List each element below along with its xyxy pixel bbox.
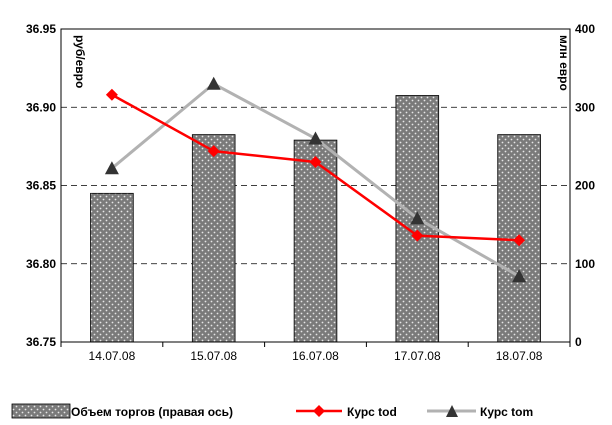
left-axis-title: руб/евро bbox=[73, 35, 87, 88]
left-tick-label: 36.75 bbox=[26, 335, 56, 349]
right-tick-label: 300 bbox=[575, 100, 595, 114]
left-axis-ticks: 36.75 36.80 36.85 36.90 36.95 bbox=[26, 22, 56, 349]
point-tom bbox=[410, 211, 425, 225]
legend-label-tod: Курс tod bbox=[347, 405, 397, 419]
bar bbox=[191, 134, 236, 343]
point-tod bbox=[207, 145, 220, 158]
right-axis-ticks: 0 100 200 300 400 bbox=[575, 22, 595, 349]
legend-label-volume: Объем торгов (правая ось) bbox=[71, 405, 233, 419]
x-axis-ticks: 14.07.08 15.07.08 16.07.08 17.07.08 18.07.08 bbox=[60, 342, 571, 363]
x-tick-label: 15.07.08 bbox=[190, 349, 237, 363]
point-tom bbox=[206, 76, 221, 90]
point-tom bbox=[104, 161, 119, 175]
right-tick-label: 0 bbox=[575, 335, 582, 349]
left-tick-label: 36.85 bbox=[26, 179, 56, 193]
plot-area bbox=[60, 28, 571, 343]
left-tick-label: 36.90 bbox=[26, 100, 56, 114]
point-tod bbox=[411, 229, 424, 242]
point-tod bbox=[105, 88, 118, 101]
right-tick-label: 100 bbox=[575, 257, 595, 271]
x-tick-label: 18.07.08 bbox=[496, 349, 543, 363]
bar bbox=[293, 139, 338, 343]
x-tick-label: 14.07.08 bbox=[89, 349, 136, 363]
bar bbox=[90, 192, 134, 343]
x-tick-label: 17.07.08 bbox=[394, 349, 441, 363]
right-axis-title: млн евро bbox=[557, 35, 571, 91]
point-tom bbox=[308, 131, 323, 145]
left-tick-label: 36.95 bbox=[26, 22, 56, 36]
legend-label-tom: Курс tom bbox=[480, 405, 533, 419]
x-tick-label: 16.07.08 bbox=[292, 349, 339, 363]
legend-swatch-volume bbox=[11, 403, 71, 419]
point-tod bbox=[513, 234, 526, 247]
legend-marker-tom bbox=[446, 405, 458, 417]
right-tick-label: 200 bbox=[575, 179, 595, 193]
right-tick-label: 400 bbox=[575, 22, 595, 36]
legend: Объем торгов (правая ось) Курс tod Курс … bbox=[11, 403, 533, 419]
legend-marker-tod bbox=[313, 405, 325, 417]
point-tod bbox=[309, 156, 322, 169]
line-series bbox=[104, 76, 527, 283]
left-tick-label: 36.80 bbox=[26, 257, 56, 271]
point-tom bbox=[512, 269, 527, 283]
